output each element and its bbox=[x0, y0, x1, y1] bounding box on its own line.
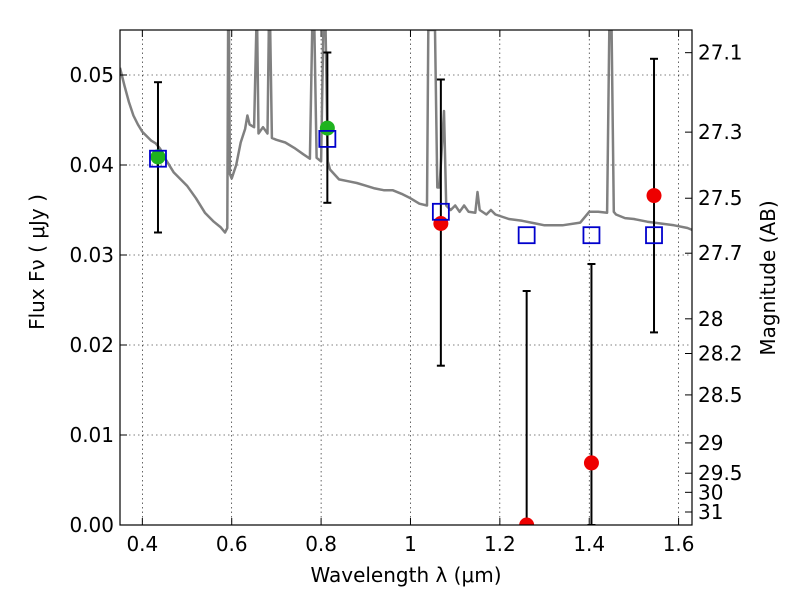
green-data-point bbox=[319, 120, 335, 136]
x-tick-label: 0.8 bbox=[305, 532, 337, 556]
red-data-point bbox=[433, 216, 449, 231]
plot-background bbox=[120, 30, 692, 525]
plot-frame bbox=[119, 29, 693, 526]
y-axis-label: Flux Fν ( μJy ) bbox=[25, 194, 49, 330]
model-photometry-box bbox=[582, 226, 601, 245]
right-tick-label: 29 bbox=[698, 431, 723, 455]
template-spectrum-line bbox=[120, 30, 692, 234]
green-data-point bbox=[150, 149, 166, 165]
data-layer bbox=[120, 30, 692, 525]
x-tick-label: 0.4 bbox=[126, 532, 158, 556]
y-tick-label: 0.04 bbox=[69, 153, 114, 177]
x-tick-label: 1 bbox=[404, 532, 417, 556]
y-tick-label: 0.02 bbox=[69, 333, 114, 357]
red-data-point bbox=[646, 188, 662, 204]
plot-area bbox=[120, 30, 692, 525]
model-photometry-box bbox=[318, 129, 337, 148]
model-photometry-box bbox=[149, 149, 167, 168]
red-data-point bbox=[583, 455, 599, 471]
y-tick-label: 0.05 bbox=[69, 63, 114, 87]
y-tick-label: 0.00 bbox=[69, 513, 114, 537]
right-tick-label: 27.3 bbox=[698, 120, 743, 144]
right-tick-label: 27.5 bbox=[698, 186, 743, 210]
x-tick-label: 1.4 bbox=[573, 532, 605, 556]
right-tick-label: 28 bbox=[698, 307, 723, 331]
right-tick-label: 27.1 bbox=[698, 41, 743, 65]
right-tick-label: 29.5 bbox=[698, 461, 743, 485]
model-photometry-box bbox=[517, 226, 536, 245]
model-photometry-box bbox=[431, 202, 450, 221]
right-tick-label: 27.7 bbox=[698, 241, 743, 265]
x-tick-label: 1.2 bbox=[484, 532, 516, 556]
ticks: 0.4 0.6 0.8 1 1.2 1.4 1.6 0.00 0.01 0.02 0.03 0.04 0… bbox=[69, 30, 743, 556]
right-tick-label: 28.5 bbox=[698, 383, 743, 407]
right-tick-label: 31 bbox=[698, 500, 723, 524]
x-axis-label: Wavelength λ (μm) bbox=[310, 563, 501, 587]
grid bbox=[120, 30, 692, 526]
red-data-point bbox=[519, 517, 535, 525]
y-tick-label: 0.03 bbox=[69, 243, 114, 267]
y-tick-label: 0.01 bbox=[69, 423, 114, 447]
x-tick-label: 0.6 bbox=[216, 532, 248, 556]
right-tick-label: 28.2 bbox=[698, 342, 743, 366]
x-tick-label: 1.6 bbox=[663, 532, 695, 556]
right-tick-label: 30 bbox=[698, 480, 723, 504]
right-axis-label: Magnitude (AB) bbox=[756, 200, 780, 355]
model-photometry-box bbox=[645, 226, 663, 245]
